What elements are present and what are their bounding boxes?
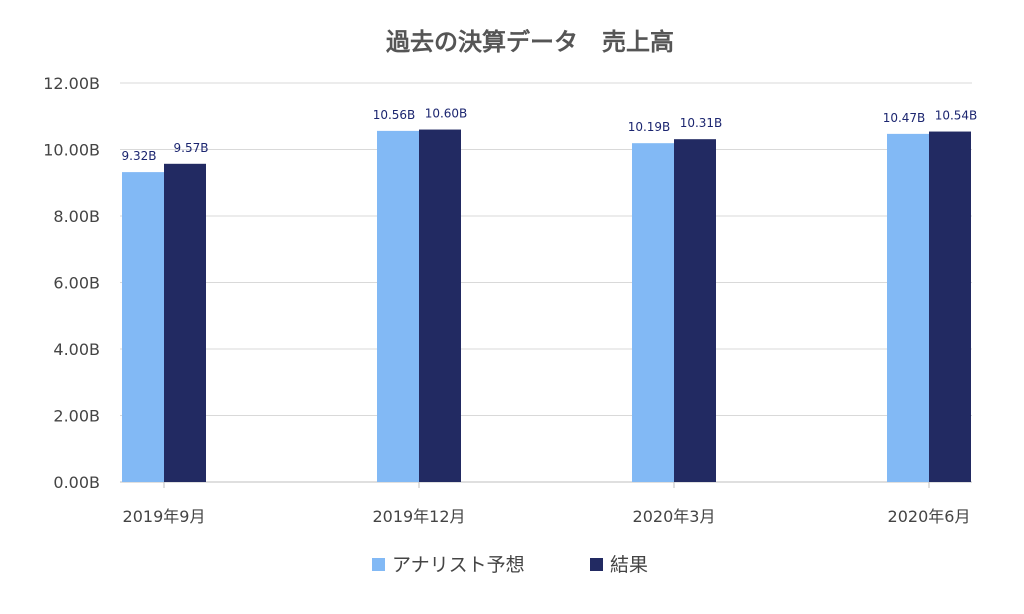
data-label: 9.57B [174, 141, 209, 155]
bars [122, 129, 971, 483]
y-tick-label: 8.00B [53, 207, 100, 226]
y-tick-label: 0.00B [53, 473, 100, 492]
bar-forecast [377, 130, 419, 482]
y-tick-label: 4.00B [53, 340, 100, 359]
x-axis-ticks: 2019年9月 2019年12月 2020年3月 2020年6月 [123, 482, 971, 526]
data-label: 10.54B [935, 109, 978, 123]
gridlines [120, 82, 972, 483]
y-tick-label: 2.00B [53, 407, 100, 426]
legend: アナリスト予想 結果 [372, 554, 648, 576]
x-tick-label: 2019年12月 [372, 507, 465, 526]
data-label: 10.60B [425, 107, 468, 121]
data-label: 10.47B [883, 111, 926, 125]
bar-actual [929, 131, 971, 483]
legend-label: 結果 [610, 554, 648, 576]
x-tick-label: 2020年6月 [888, 507, 971, 526]
data-label: 10.31B [680, 116, 723, 130]
x-tick-label: 2019年9月 [123, 507, 206, 526]
bar-forecast [122, 172, 164, 483]
bar-actual [164, 163, 206, 483]
chart-title: 過去の決算データ 売上高 [386, 28, 674, 56]
data-label: 9.32B [122, 149, 157, 163]
legend-swatch [372, 558, 385, 571]
bar-forecast [887, 133, 929, 482]
bar-actual [674, 139, 716, 482]
legend-label: アナリスト予想 [392, 554, 525, 576]
bar-actual [419, 129, 461, 483]
y-tick-label: 6.00B [53, 274, 100, 293]
bar-forecast [632, 143, 674, 482]
data-labels: 9.32B 9.57B 10.56B 10.60B 10.19B 10.31B 10.47B… [122, 107, 978, 164]
data-label: 10.19B [628, 120, 671, 134]
y-axis-ticks: 0.00B 2.00B 4.00B 6.00B 8.00B 10.00B 12.00B [43, 74, 100, 492]
data-label: 10.56B [373, 108, 416, 122]
legend-swatch [590, 558, 603, 571]
y-tick-label: 10.00B [43, 141, 100, 160]
y-tick-label: 12.00B [43, 74, 100, 93]
x-tick-label: 2020年3月 [633, 507, 716, 526]
